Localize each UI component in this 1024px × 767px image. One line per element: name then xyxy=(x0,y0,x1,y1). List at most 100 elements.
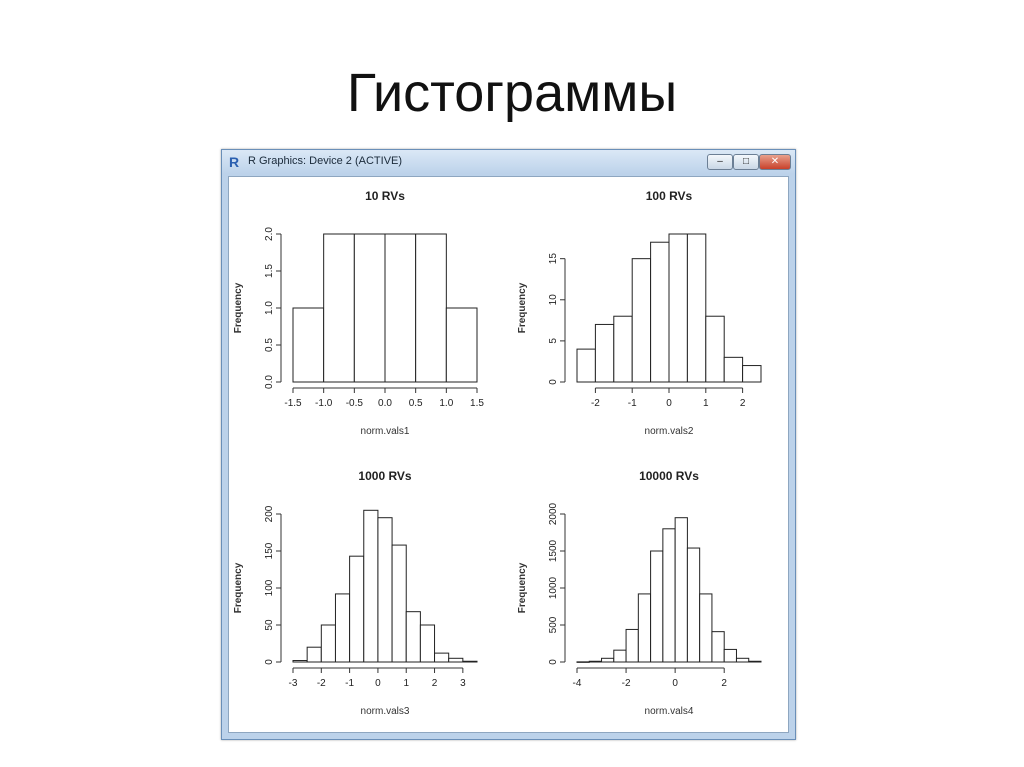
histogram-bar xyxy=(705,315,725,383)
histogram-bar xyxy=(601,657,615,663)
histogram-bar xyxy=(434,652,450,663)
histogram-bar xyxy=(650,241,670,383)
x-tick-label: 2 xyxy=(721,678,727,689)
y-tick-label: 500 xyxy=(548,616,559,633)
histogram-bar xyxy=(735,657,750,663)
y-axis-label: Frequency xyxy=(233,282,244,333)
x-tick-label: -2 xyxy=(317,678,326,689)
histogram-bar xyxy=(306,646,322,663)
x-tick-label: -4 xyxy=(573,678,582,689)
histogram-bar xyxy=(742,365,762,383)
histogram-bar xyxy=(748,660,762,663)
histogram-bar xyxy=(686,547,701,663)
y-tick-label: 50 xyxy=(264,619,275,631)
r-logo-icon: R xyxy=(229,154,240,170)
histogram-bar xyxy=(650,550,664,663)
maximize-button[interactable]: □ xyxy=(733,154,759,170)
r-graphics-window: R R Graphics: Device 2 (ACTIVE) – □ ✕ 10… xyxy=(221,149,796,740)
histogram-bar xyxy=(662,528,676,663)
histogram-bar xyxy=(668,233,688,383)
histogram-bar xyxy=(588,660,603,663)
close-icon: ✕ xyxy=(770,156,780,167)
histogram-bar xyxy=(686,233,707,383)
x-tick-label: 0.5 xyxy=(409,398,423,409)
slide-title: Гистограммы xyxy=(346,63,678,123)
y-tick-label: 100 xyxy=(264,579,275,596)
histogram-bar xyxy=(448,657,464,663)
x-axis-label: norm.vals4 xyxy=(645,706,694,717)
histogram-bar xyxy=(377,517,393,663)
y-tick-label: 150 xyxy=(264,542,275,559)
x-tick-label: -2 xyxy=(622,678,631,689)
x-tick-label: 0.0 xyxy=(378,398,392,409)
y-tick-label: 1.0 xyxy=(264,301,275,315)
y-axis-label: Frequency xyxy=(517,282,528,333)
y-tick-label: 1500 xyxy=(548,539,559,562)
x-tick-label: -1.5 xyxy=(284,398,302,409)
y-axis-label: Frequency xyxy=(517,562,528,613)
histogram-grid: 10 RVs -1.5 -1.0 -0.5 0.0 0.5 1.0 1.5 norm.vals1… xyxy=(233,189,762,717)
x-tick-label: -1 xyxy=(345,678,354,689)
x-tick-label: 1.5 xyxy=(470,398,484,409)
histogram-bar xyxy=(363,509,379,663)
chart-title: 10 RVs xyxy=(365,189,405,203)
x-tick-label: 2 xyxy=(740,398,746,409)
histogram-bar xyxy=(613,315,633,383)
y-tick-label: 10 xyxy=(548,294,559,306)
x-tick-label: 0 xyxy=(375,678,381,689)
histogram-bar xyxy=(391,544,407,663)
histogram-bar xyxy=(419,624,436,663)
y-tick-label: 0.5 xyxy=(264,338,275,352)
y-tick-label: 0 xyxy=(264,659,275,665)
plot-area: 10 RVs -1.5 -1.0 -0.5 0.0 0.5 1.0 1.5 norm.vals1… xyxy=(228,176,789,733)
histogram-bar xyxy=(594,323,615,383)
histogram-bar xyxy=(613,649,627,663)
y-tick-label: 15 xyxy=(548,253,559,265)
histogram-bar xyxy=(723,356,744,383)
histogram-bar xyxy=(323,233,355,383)
x-tick-label: 1 xyxy=(703,398,709,409)
histogram-bar xyxy=(462,660,478,663)
histogram-bar xyxy=(415,233,447,383)
histogram-bar xyxy=(320,624,336,663)
x-tick-label: -2 xyxy=(591,398,600,409)
x-axis-label: norm.vals1 xyxy=(361,426,410,437)
window-titlebar[interactable]: R R Graphics: Device 2 (ACTIVE) – □ ✕ xyxy=(222,150,795,174)
histogram-bar xyxy=(625,628,639,663)
histogram-bar xyxy=(576,661,590,663)
x-tick-label: 0 xyxy=(666,398,672,409)
histogram-bar xyxy=(723,648,737,663)
window-title: R Graphics: Device 2 (ACTIVE) xyxy=(248,155,403,167)
y-tick-label: 0.0 xyxy=(264,375,275,389)
chart-title: 1000 RVs xyxy=(358,469,411,483)
histogram-bar xyxy=(699,593,713,663)
maximize-icon: □ xyxy=(742,156,750,167)
histogram-bar xyxy=(631,258,652,383)
x-tick-label: -1 xyxy=(628,398,637,409)
histogram-bar xyxy=(334,593,351,663)
x-tick-label: 3 xyxy=(460,678,466,689)
minimize-icon: – xyxy=(717,156,723,167)
histogram-bar xyxy=(384,233,417,383)
chart-title: 100 RVs xyxy=(646,189,693,203)
y-tick-label: 0 xyxy=(548,379,559,385)
minimize-button[interactable]: – xyxy=(707,154,733,170)
histogram-bar xyxy=(353,233,386,383)
close-button[interactable]: ✕ xyxy=(759,154,791,170)
histogram-bar xyxy=(349,555,365,663)
histogram-bar xyxy=(292,660,308,663)
histogram-bar xyxy=(674,517,688,663)
histogram-bar xyxy=(292,307,325,383)
x-tick-label: 0 xyxy=(672,678,678,689)
y-tick-label: 2.0 xyxy=(264,227,275,241)
histogram-bar xyxy=(637,593,652,663)
y-tick-label: 200 xyxy=(264,505,275,522)
x-tick-label: 2 xyxy=(432,678,438,689)
histogram-panel-3: 1000 RVs -3 -2 -1 0 1 2 3 norm.vals3 0 50 100 150 200… xyxy=(233,469,478,717)
x-axis-label: norm.vals2 xyxy=(645,426,694,437)
x-axis-label: norm.vals3 xyxy=(361,706,410,717)
histogram-panel-1: 10 RVs -1.5 -1.0 -0.5 0.0 0.5 1.0 1.5 norm.vals1… xyxy=(233,189,484,437)
histogram-bar xyxy=(576,348,596,383)
y-tick-label: 0 xyxy=(548,659,559,665)
histogram-panel-2: 100 RVs -2 -1 0 1 2 norm.vals2 0 5 10 15 Frequency xyxy=(517,189,762,437)
